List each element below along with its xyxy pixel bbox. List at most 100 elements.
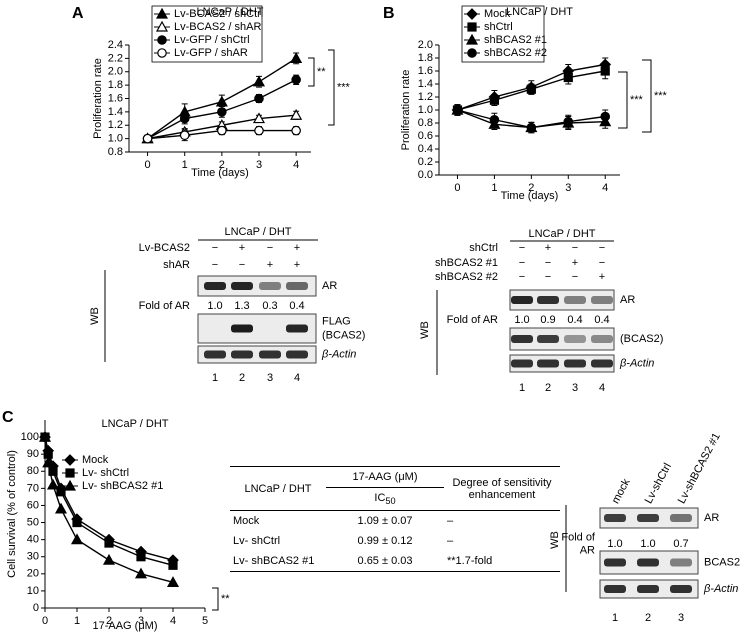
blot-band <box>286 324 308 333</box>
band-label: β-Actin <box>703 583 738 595</box>
legend-label: Lv-BCAS2 / shCtrl <box>174 8 263 20</box>
marker <box>489 114 500 125</box>
lane-number: 4 <box>599 382 605 394</box>
lane-number: 3 <box>678 612 684 624</box>
condition-label: shCtrl <box>469 242 498 254</box>
marker <box>526 84 536 94</box>
condition-sign: + <box>545 242 551 254</box>
cell: 0.99 ± 0.12 <box>357 535 413 548</box>
y-tick-label: 100 <box>21 431 39 443</box>
condition-sign: − <box>545 257 551 269</box>
condition-sign: − <box>519 271 525 283</box>
fold-value: 0.3 <box>262 300 277 312</box>
x-axis-label: Time (days) <box>501 190 559 202</box>
x-axis-label: Time (days) <box>191 167 249 179</box>
fold-value: 1.0 <box>640 538 655 550</box>
condition-sign: − <box>212 242 218 254</box>
legend-label: shBCAS2 #1 <box>484 34 547 46</box>
marker <box>466 8 478 20</box>
marker <box>155 7 169 19</box>
ic-text: IC <box>374 492 386 504</box>
condition-sign: + <box>267 259 273 271</box>
marker <box>254 93 264 104</box>
blot-band <box>286 350 308 359</box>
table-header: Degree of sensitivity enhancement <box>452 476 552 501</box>
x-tick-label: 1 <box>182 159 188 171</box>
blot-band <box>670 514 692 522</box>
marker <box>291 125 301 136</box>
y-tick-label: 2.2 <box>108 52 123 64</box>
marker <box>136 552 146 562</box>
ic50-table: LNCaP / DHT 17-AAG (μM) Degree of sensit… <box>230 466 560 572</box>
x-tick-label: 2 <box>528 182 534 194</box>
y-tick-label: 40 <box>27 534 39 546</box>
marker <box>489 95 500 105</box>
marker <box>168 560 178 570</box>
fold-value: 1.0 <box>607 538 622 550</box>
band-label: (BCAS2) <box>322 329 365 341</box>
bracket <box>308 57 315 87</box>
marker <box>64 454 76 466</box>
blot-band <box>564 296 586 304</box>
x-tick-label: 0 <box>454 182 460 194</box>
blot-band <box>637 558 659 567</box>
blot-band <box>637 514 659 522</box>
x-tick-label: 0 <box>145 159 151 171</box>
marker <box>157 48 167 58</box>
bracket <box>212 587 219 611</box>
x-tick-label: 3 <box>138 615 144 627</box>
condition-sign: − <box>599 242 605 254</box>
legend-label: Lv-GFP / shCtrl <box>174 34 250 46</box>
lane-number: 2 <box>545 382 551 394</box>
condition-sign: + <box>294 242 300 254</box>
x-tick-label: 3 <box>565 182 571 194</box>
marker <box>65 468 75 478</box>
marker <box>252 112 266 124</box>
marker <box>142 133 153 144</box>
y-axis-label: Proliferation rate <box>92 58 104 139</box>
condition-label: Lv-BCAS2 <box>139 242 190 254</box>
blot-band <box>537 335 559 343</box>
y-tick-label: 0.6 <box>418 130 433 142</box>
marker <box>290 52 303 63</box>
marker <box>600 111 611 122</box>
condition-label: shBCAS2 #2 <box>435 271 498 283</box>
legend-label: Lv- shBCAS2 #1 <box>82 480 163 492</box>
band-label: FLAG <box>322 315 351 327</box>
band-label: AR <box>322 280 337 292</box>
marker <box>215 95 228 107</box>
condition-sign: + <box>239 242 245 254</box>
y-tick-label: 1.8 <box>108 79 123 91</box>
marker <box>600 66 610 76</box>
legend-label: Lv-GFP / shAR <box>174 47 248 59</box>
blot-title: LNCaP / DHT <box>528 228 595 240</box>
blot-band <box>537 359 559 368</box>
panel-letter: C <box>2 409 14 426</box>
blot-band <box>259 350 281 359</box>
cell: – <box>447 515 454 528</box>
fold-label: AR <box>580 544 595 556</box>
lane-number: 3 <box>267 372 273 384</box>
ic-sub: 50 <box>385 496 396 507</box>
y-tick-label: 1.4 <box>108 106 123 118</box>
y-tick-label: 1.2 <box>418 91 433 103</box>
y-tick-label: 1.6 <box>418 65 433 77</box>
y-axis-label: Proliferation rate <box>400 70 412 151</box>
y-tick-label: 1.0 <box>418 104 433 116</box>
marker <box>291 74 301 85</box>
marker <box>465 33 479 45</box>
marker <box>563 116 574 127</box>
marker <box>217 125 227 136</box>
blot-band <box>604 558 626 567</box>
marker <box>179 130 190 141</box>
marker <box>179 113 190 124</box>
blot-band <box>231 324 253 333</box>
lane-number: 1 <box>212 372 218 384</box>
marker <box>526 122 537 133</box>
lane-number: 4 <box>294 372 300 384</box>
legend-frame <box>151 5 263 63</box>
y-tick-label: 1.4 <box>418 78 433 90</box>
legend-frame <box>461 5 545 63</box>
